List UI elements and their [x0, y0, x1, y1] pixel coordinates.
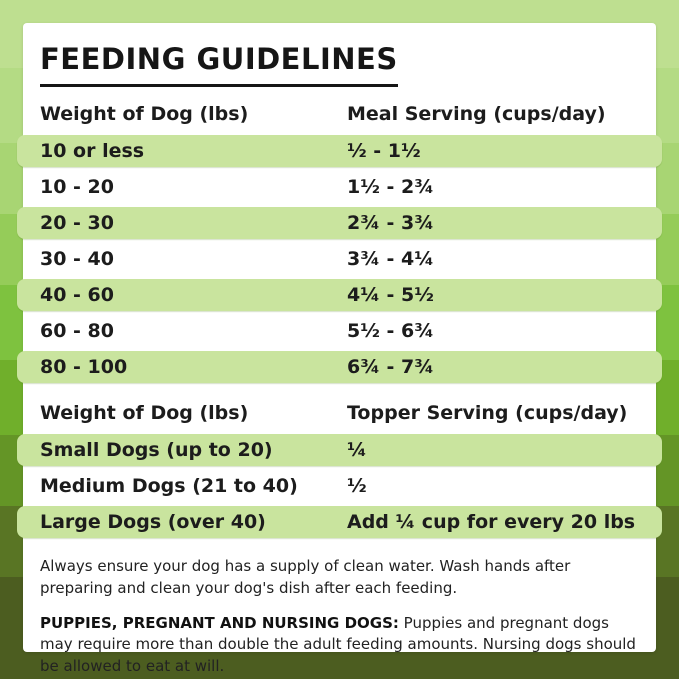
topper-serving-column-header: Topper Serving (cups/day) — [347, 402, 628, 424]
weight-cell: Large Dogs (over 40) — [40, 511, 266, 533]
clean-water-note: Always ensure your dog has a supply of c… — [40, 557, 571, 597]
serving-cell: 6¾ - 7¾ — [347, 356, 434, 378]
weight-cell: 10 or less — [40, 140, 145, 162]
serving-cell: 2¾ - 3¾ — [347, 212, 434, 234]
feeding-guidelines-card: FEEDING GUIDELINES Weight of Dog (lbs) M… — [17, 23, 662, 675]
table-row: 20 - 30 2¾ - 3¾ — [17, 207, 662, 239]
weight-cell: 30 - 40 — [40, 248, 114, 270]
table-row: 10 or less ½ - 1½ — [17, 135, 662, 167]
table-row: 40 - 60 4¼ - 5½ — [17, 279, 662, 311]
weight-column-header: Weight of Dog (lbs) — [40, 103, 249, 125]
table-row: Small Dogs (up to 20) ¼ — [17, 434, 662, 466]
table-row: 10 - 20 1½ - 2¾ — [40, 169, 639, 205]
puppies-note-label: PUPPIES, PREGNANT AND NURSING DOGS: — [40, 613, 399, 632]
meal-table-body: 10 or less ½ - 1½ 10 - 20 1½ - 2¾ 20 - 30 2¾ … — [17, 135, 662, 383]
serving-cell: 4¼ - 5½ — [347, 284, 434, 306]
table-row: 60 - 80 5½ - 6¾ — [40, 313, 639, 349]
weight-cell: Medium Dogs (21 to 40) — [40, 475, 298, 497]
topper-table-body: Small Dogs (up to 20) ¼ Medium Dogs (21 to… — [17, 434, 662, 538]
topper-table-header: Weight of Dog (lbs) Topper Serving (cups… — [40, 399, 639, 427]
puppies-note: PUPPIES, PREGNANT AND NURSING DOGS: Pupp… — [40, 613, 640, 678]
meal-table-header: Weight of Dog (lbs) Meal Serving (cups/d… — [40, 100, 639, 128]
topper-serving-table: Weight of Dog (lbs) Topper Serving (cups… — [17, 399, 662, 538]
weight-cell: 80 - 100 — [40, 356, 128, 378]
puppies-note-text: Puppies and pregnant dogs may require mo… — [40, 613, 636, 676]
weight-cell: 40 - 60 — [40, 284, 114, 306]
serving-cell: 3¾ - 4¼ — [347, 248, 434, 270]
page-title: FEEDING GUIDELINES — [40, 45, 398, 87]
meal-serving-column-header: Meal Serving (cups/day) — [347, 103, 606, 125]
serving-cell: Add ¼ cup for every 20 lbs — [347, 511, 636, 533]
table-row: 80 - 100 6¾ - 7¾ — [17, 351, 662, 383]
table-row: Medium Dogs (21 to 40) ½ — [40, 468, 639, 504]
weight-cell: 20 - 30 — [40, 212, 114, 234]
weight-column-header: Weight of Dog (lbs) — [40, 402, 249, 424]
serving-cell: ½ - 1½ — [347, 140, 421, 162]
table-row: 30 - 40 3¾ - 4¼ — [40, 241, 639, 277]
serving-cell: ½ — [347, 475, 367, 497]
serving-cell: ¼ — [347, 439, 367, 461]
serving-cell: 5½ - 6¾ — [347, 320, 434, 342]
serving-cell: 1½ - 2¾ — [347, 176, 434, 198]
table-row: Large Dogs (over 40) Add ¼ cup for every … — [17, 506, 662, 538]
weight-cell: Small Dogs (up to 20) — [40, 439, 273, 461]
weight-cell: 10 - 20 — [40, 176, 114, 198]
meal-serving-table: Weight of Dog (lbs) Meal Serving (cups/d… — [17, 100, 662, 383]
weight-cell: 60 - 80 — [40, 320, 114, 342]
feeding-notes: Always ensure your dog has a supply of c… — [40, 556, 640, 678]
